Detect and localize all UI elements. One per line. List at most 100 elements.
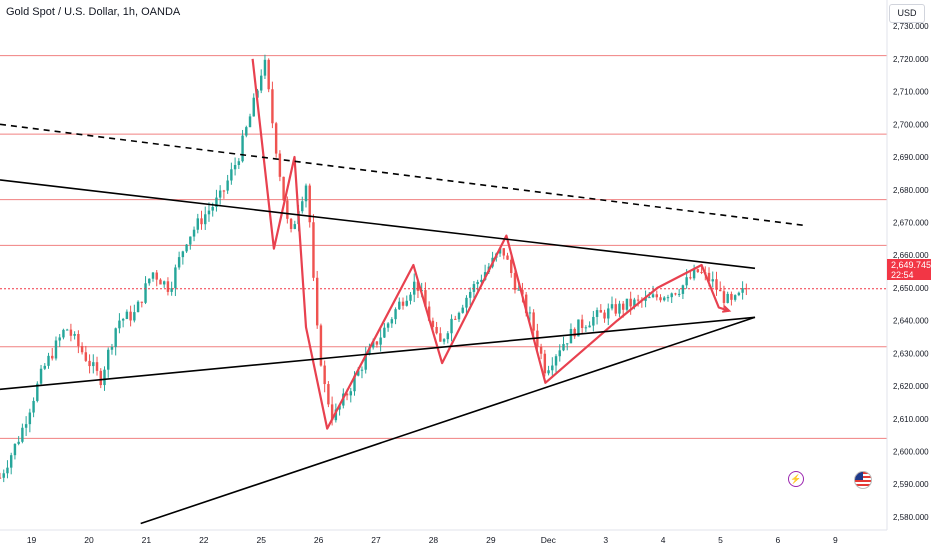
candle-body <box>271 89 274 124</box>
candle-body <box>43 365 46 369</box>
y-tick-label: 2,690.000 <box>893 153 929 162</box>
candle-body <box>465 297 468 308</box>
candle-body <box>327 384 330 405</box>
candle-body <box>584 327 588 329</box>
candle-body <box>588 325 591 328</box>
candle-body <box>405 300 408 306</box>
candle-body <box>226 180 229 191</box>
candle-body <box>409 294 412 301</box>
bar-countdown: 22:54 <box>891 270 914 280</box>
candle-body <box>618 303 621 314</box>
candle-body <box>666 297 670 299</box>
candle-body <box>312 222 315 278</box>
us-flag-icon[interactable] <box>854 471 872 489</box>
candle-body <box>233 165 237 170</box>
candle-body <box>625 298 629 310</box>
y-tick-label: 2,670.000 <box>893 218 929 227</box>
arrow-head <box>722 305 732 313</box>
candle-body <box>125 311 129 319</box>
candle-body <box>62 329 65 338</box>
candle-body <box>181 251 185 258</box>
candle-body <box>621 303 625 310</box>
candle-body <box>390 319 394 324</box>
candle-body <box>174 267 177 289</box>
candle-body <box>715 279 718 290</box>
currency-button[interactable]: USD <box>889 4 925 23</box>
candle-body <box>170 288 173 292</box>
candle-body <box>577 319 580 337</box>
candle-body <box>136 301 140 313</box>
candle-body <box>54 340 58 359</box>
candle-body <box>323 365 326 385</box>
candle-body <box>357 370 360 376</box>
candle-body <box>476 281 479 285</box>
y-tick-label: 2,650.000 <box>893 284 929 293</box>
y-tick-label: 2,590.000 <box>893 480 929 489</box>
candle-body <box>278 153 282 177</box>
candle-body <box>345 393 349 396</box>
candle-body <box>21 427 24 442</box>
candle-body <box>65 329 69 331</box>
candle-body <box>696 269 700 272</box>
candle-body <box>566 343 569 345</box>
candle-body <box>599 310 603 313</box>
trendline <box>140 316 756 525</box>
candle-body <box>562 343 565 351</box>
x-tick-label: 3 <box>603 535 608 545</box>
y-tick-label: 2,580.000 <box>893 513 929 522</box>
candle-body <box>569 328 573 344</box>
candle-body <box>196 218 199 230</box>
candle-body <box>439 333 442 342</box>
x-tick-label: 19 <box>27 535 37 545</box>
candle-body <box>133 312 136 321</box>
candle-body <box>383 327 386 338</box>
candle-body <box>629 298 632 307</box>
candle-body <box>450 318 453 334</box>
candle-body <box>737 292 741 296</box>
candle-body <box>547 370 550 374</box>
candle-body <box>159 279 162 285</box>
candle-body <box>80 345 84 353</box>
zigzag-wave-line <box>251 58 730 430</box>
y-tick-label: 2,640.000 <box>893 317 929 326</box>
candle-body <box>69 329 73 336</box>
candle-body <box>741 288 744 293</box>
candle-body <box>543 353 547 374</box>
candle-body <box>58 337 61 341</box>
candle-body <box>644 297 647 301</box>
trendline <box>0 316 756 391</box>
candle-body <box>166 281 170 292</box>
candle-body <box>674 293 677 295</box>
candle-body <box>204 214 207 225</box>
last-price-badge: 2,649.745 22:54 <box>887 259 931 280</box>
candle-body <box>517 289 520 291</box>
candle-body <box>282 176 285 201</box>
candle-body <box>707 272 711 282</box>
candle-body <box>651 294 655 298</box>
candle-body <box>558 350 561 357</box>
candle-body <box>730 293 733 300</box>
candle-body <box>454 318 457 320</box>
candle-body <box>28 412 32 425</box>
candle-body <box>689 277 692 279</box>
candle-body <box>394 309 397 320</box>
candle-body <box>364 354 367 370</box>
lightning-bolt-icon[interactable]: ⚡ <box>788 471 804 487</box>
y-tick-label: 2,730.000 <box>893 22 929 31</box>
candle-body <box>267 59 270 90</box>
y-tick-label: 2,610.000 <box>893 415 929 424</box>
candle-body <box>32 400 35 413</box>
candle-body <box>218 190 222 198</box>
candle-body <box>457 312 461 320</box>
chart-title: Gold Spot / U.S. Dollar, 1h, OANDA <box>6 6 181 18</box>
candle-body <box>472 284 476 292</box>
candle-body <box>73 333 76 336</box>
candle-body <box>252 97 255 117</box>
candle-body <box>215 197 218 207</box>
last-price-value: 2,649.745 <box>891 260 932 270</box>
x-tick-label: Dec <box>541 535 557 545</box>
candle-body <box>88 360 91 367</box>
y-tick-label: 2,720.000 <box>893 55 929 64</box>
